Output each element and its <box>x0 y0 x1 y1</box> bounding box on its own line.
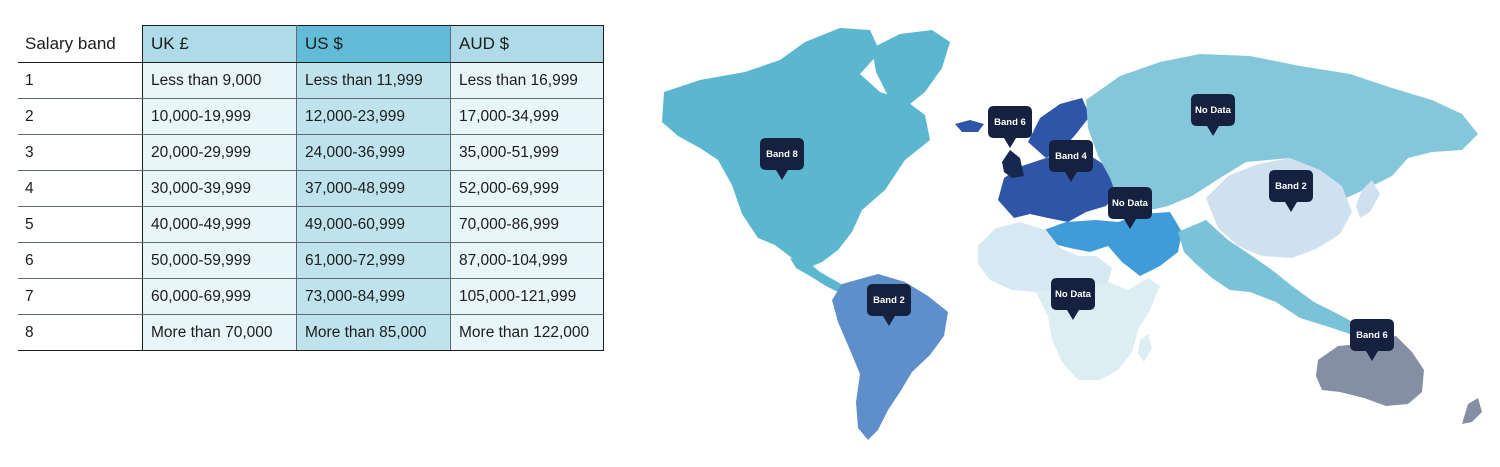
aud-cell: More than 122,000 <box>450 314 604 351</box>
region-north-africa <box>978 222 1112 292</box>
pin-marker <box>1051 278 1095 320</box>
table-row: 5 40,000-49,999 49,000-60,999 70,000-86,… <box>18 206 604 243</box>
uk-cell: 50,000-59,999 <box>142 242 297 279</box>
pin-marker <box>867 284 911 326</box>
pin-marker <box>760 138 804 180</box>
uk-cell: 60,000-69,999 <box>142 278 297 315</box>
band-cell: 4 <box>18 170 143 207</box>
table-header-row: Salary band UK £ US $ AUD $ <box>18 25 604 63</box>
aud-cell: 87,000-104,999 <box>450 242 604 279</box>
pin-africa[interactable]: No Data <box>1051 278 1095 320</box>
band-cell: 7 <box>18 278 143 315</box>
pin-middle-east[interactable]: No Data <box>1108 187 1152 229</box>
uk-cell: 20,000-29,999 <box>142 134 297 171</box>
pin-europe[interactable]: Band 4 <box>1049 140 1093 182</box>
header-aud: AUD $ <box>450 25 604 63</box>
table-row: 3 20,000-29,999 24,000-36,999 35,000-51,… <box>18 134 604 171</box>
region-central-america <box>790 258 848 294</box>
region-australia <box>1316 336 1424 406</box>
uk-cell: 10,000-19,999 <box>142 98 297 135</box>
pin-label: Band 6 <box>994 117 1026 128</box>
aud-cell: 52,000-69,999 <box>450 170 604 207</box>
region-new-zealand <box>1462 398 1482 424</box>
pin-south-america[interactable]: Band 2 <box>867 284 911 326</box>
pin-label: Band 2 <box>1275 181 1307 192</box>
band-cell: 5 <box>18 206 143 243</box>
region-greenland <box>872 30 950 108</box>
band-cell: 6 <box>18 242 143 279</box>
band-cell: 8 <box>18 314 143 351</box>
pin-marker <box>1108 187 1152 229</box>
header-us: US $ <box>296 25 451 63</box>
region-south-asia <box>1178 220 1360 334</box>
aud-cell: 70,000-86,999 <box>450 206 604 243</box>
aud-cell: 105,000-121,999 <box>450 278 604 315</box>
pin-label: No Data <box>1112 198 1149 209</box>
us-cell: Less than 11,999 <box>296 62 451 99</box>
pin-china[interactable]: Band 2 <box>1269 170 1313 212</box>
header-salary-band: Salary band <box>18 25 143 63</box>
pin-marker <box>1191 94 1235 136</box>
region-madagascar <box>1138 334 1152 362</box>
pin-label: Band 6 <box>1356 330 1388 341</box>
pin-marker <box>1269 170 1313 212</box>
us-cell: 24,000-36,999 <box>296 134 451 171</box>
pin-uk[interactable]: Band 6 <box>988 106 1032 148</box>
region-iceland <box>955 120 984 132</box>
us-cell: 49,000-60,999 <box>296 206 451 243</box>
band-cell: 2 <box>18 98 143 135</box>
band-cell: 1 <box>18 62 143 99</box>
us-cell: 37,000-48,999 <box>296 170 451 207</box>
region-russia-asia <box>1086 54 1478 212</box>
region-scandinavia <box>1028 98 1090 158</box>
uk-cell: More than 70,000 <box>142 314 297 351</box>
pin-label: Band 4 <box>1055 151 1087 162</box>
pin-marker <box>1049 140 1093 182</box>
region-uk <box>1002 150 1024 178</box>
pin-label: Band 2 <box>873 295 905 306</box>
world-map: Band 8 Band 6 Band 4 No Data No Data Ban… <box>662 28 1482 440</box>
pin-marker <box>988 106 1032 148</box>
us-cell: 12,000-23,999 <box>296 98 451 135</box>
aud-cell: 17,000-34,999 <box>450 98 604 135</box>
table-row: 7 60,000-69,999 73,000-84,999 105,000-12… <box>18 278 604 315</box>
uk-cell: 40,000-49,999 <box>142 206 297 243</box>
band-cell: 3 <box>18 134 143 171</box>
table-row: 6 50,000-59,999 61,000-72,999 87,000-104… <box>18 242 604 279</box>
table-row: 2 10,000-19,999 12,000-23,999 17,000-34,… <box>18 98 604 135</box>
pin-marker <box>1350 319 1394 361</box>
pin-russia[interactable]: No Data <box>1191 94 1235 136</box>
us-cell: 73,000-84,999 <box>296 278 451 315</box>
us-cell: More than 85,000 <box>296 314 451 351</box>
pin-australia[interactable]: Band 6 <box>1350 319 1394 361</box>
table-row: 8 More than 70,000 More than 85,000 More… <box>18 314 604 351</box>
region-south-america <box>832 274 948 440</box>
pin-label: Band 8 <box>766 149 798 160</box>
salary-band-table: Salary band UK £ US $ AUD $ 1 Less than … <box>18 25 604 351</box>
pin-label: No Data <box>1055 289 1092 300</box>
table-row: 1 Less than 9,000 Less than 11,999 Less … <box>18 62 604 99</box>
region-china <box>1206 158 1352 258</box>
uk-cell: Less than 9,000 <box>142 62 297 99</box>
aud-cell: 35,000-51,999 <box>450 134 604 171</box>
region-middle-east <box>1044 212 1182 276</box>
aud-cell: Less than 16,999 <box>450 62 604 99</box>
pin-north-america[interactable]: Band 8 <box>760 138 804 180</box>
uk-cell: 30,000-39,999 <box>142 170 297 207</box>
pin-label: No Data <box>1195 105 1232 116</box>
region-japan <box>1356 180 1380 218</box>
table-row: 4 30,000-39,999 37,000-48,999 52,000-69,… <box>18 170 604 207</box>
header-uk: UK £ <box>142 25 297 63</box>
us-cell: 61,000-72,999 <box>296 242 451 279</box>
